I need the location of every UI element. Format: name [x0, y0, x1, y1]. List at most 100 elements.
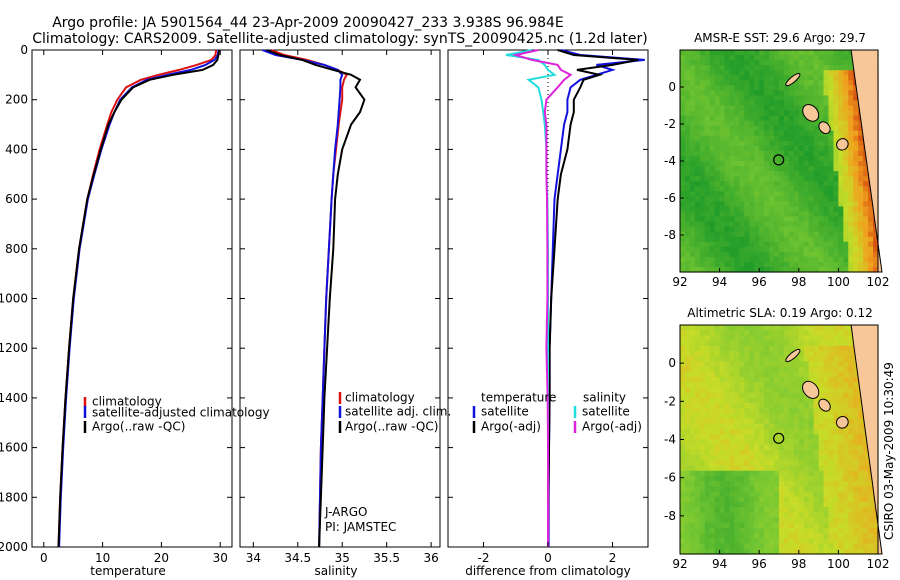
heatmap-cell: [749, 351, 755, 357]
heatmap-cell: [724, 201, 731, 208]
heatmap-cell: [833, 221, 839, 228]
heatmap-cell: [873, 527, 879, 534]
heatmap-cell: [734, 340, 740, 347]
heatmap-cell: [863, 533, 869, 539]
heatmap-cell: [779, 366, 785, 373]
heatmap-cell: [838, 166, 844, 172]
heatmap-cell: [848, 155, 854, 162]
heatmap-cell: [684, 366, 691, 373]
heatmap-cell: [863, 186, 869, 192]
heatmap-cell: [818, 351, 825, 357]
heatmap-cell: [699, 161, 706, 167]
heatmap-cell: [704, 434, 711, 441]
heatmap-cell: [779, 444, 785, 451]
heatmap-cell: [803, 206, 810, 213]
heatmap-cell: [833, 330, 839, 336]
legend-label-sal-argo: Argo(..raw -QC): [345, 420, 438, 434]
heatmap-cell: [798, 335, 805, 342]
heatmap-cell: [788, 90, 795, 97]
heatmap-cell: [754, 50, 760, 56]
heatmap-cell: [684, 246, 691, 253]
sst-land: [785, 49, 883, 273]
heatmap-cell: [694, 335, 701, 342]
heatmap-cell: [729, 150, 736, 157]
heatmap-cell: [779, 110, 785, 117]
heatmap-cell: [813, 413, 820, 420]
heatmap-cell: [843, 345, 849, 352]
heatmap-cell: [783, 171, 790, 177]
map-x-tick-label: 94: [712, 557, 727, 571]
heatmap-cell: [734, 246, 740, 253]
heatmap-cell: [729, 135, 736, 142]
heatmap-cell: [788, 439, 795, 446]
heatmap-cell: [774, 548, 780, 555]
heatmap-cell: [813, 351, 820, 357]
heatmap-cell: [818, 171, 825, 177]
heatmap-cell: [729, 491, 736, 498]
heatmap-cell: [714, 455, 721, 461]
heatmap-cell: [729, 465, 736, 472]
heatmap-cell: [793, 181, 800, 187]
heatmap-cell: [744, 176, 750, 182]
heatmap-cell: [788, 130, 795, 137]
heatmap-cell: [783, 130, 790, 137]
heatmap-cell: [724, 140, 731, 147]
heatmap-cell: [828, 382, 835, 389]
heatmap-cell: [729, 538, 736, 545]
heatmap-cell: [714, 361, 721, 368]
heatmap-cell: [694, 533, 701, 539]
heatmap-cell: [694, 191, 701, 197]
heatmap-cell: [739, 512, 745, 519]
heatmap-cell: [873, 538, 879, 545]
heatmap-cell: [699, 166, 706, 172]
heatmap-cell: [779, 246, 785, 253]
heatmap-cell: [739, 216, 745, 223]
heatmap-cell: [749, 150, 755, 157]
heatmap-cell: [744, 449, 750, 456]
heatmap-cell: [754, 65, 760, 71]
heatmap-cell: [724, 392, 731, 399]
heatmap-cell: [788, 325, 795, 331]
heatmap-cell: [759, 434, 765, 441]
x-tick-label: 30: [213, 551, 228, 565]
heatmap-cell: [843, 95, 849, 102]
heatmap-cell: [709, 397, 716, 404]
heatmap-cell: [798, 351, 805, 357]
heatmap-cell: [838, 226, 844, 233]
heatmap-cell: [714, 196, 721, 202]
heatmap-cell: [739, 382, 745, 389]
heatmap-cell: [818, 241, 825, 248]
heatmap-cell: [739, 231, 745, 238]
heatmap-cell: [798, 110, 805, 117]
heatmap-cell: [774, 470, 780, 477]
heatmap-cell: [823, 105, 830, 112]
heatmap-cell: [759, 481, 765, 487]
heatmap-cell: [823, 392, 830, 399]
heatmap-cell: [734, 548, 740, 555]
heatmap-cell: [783, 548, 790, 555]
heatmap-cell: [764, 110, 770, 117]
heatmap-cell: [803, 95, 810, 102]
heatmap-cell: [709, 191, 716, 197]
heatmap-cell: [734, 166, 740, 172]
heatmap-cell: [838, 444, 844, 451]
map-y-tick-label: 0: [668, 356, 676, 370]
heatmap-cell: [744, 206, 750, 213]
heatmap-cell: [729, 392, 736, 399]
heatmap-cell: [709, 522, 716, 529]
heatmap-cell: [709, 527, 716, 534]
heatmap-cell: [759, 55, 765, 61]
heatmap-cell: [709, 176, 716, 182]
heatmap-cell: [754, 171, 760, 177]
heatmap-cell: [764, 231, 770, 238]
heatmap-cell: [828, 361, 835, 368]
heatmap-cell: [704, 120, 711, 127]
island: [785, 348, 801, 363]
heatmap-cell: [813, 496, 820, 503]
map-y-tick-label: -8: [664, 509, 676, 523]
heatmap-cell: [853, 196, 859, 202]
heatmap-cell: [724, 50, 731, 56]
heatmap-cell: [808, 246, 815, 253]
heatmap-cell: [843, 377, 849, 383]
heatmap-cell: [729, 196, 736, 202]
